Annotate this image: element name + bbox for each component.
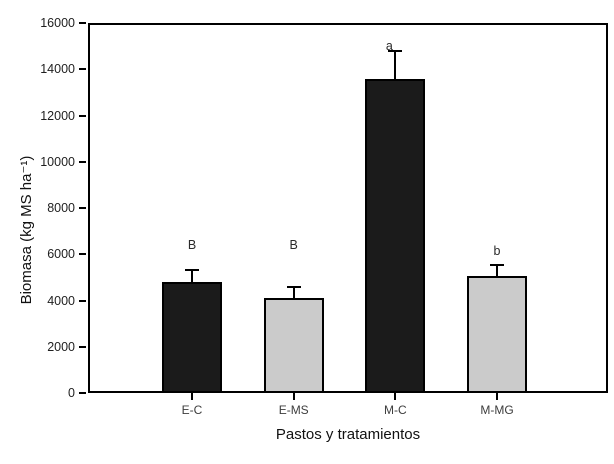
bar-E-MS: [263, 298, 324, 393]
x-tick-mark: [496, 393, 498, 400]
bar-M-C: [365, 78, 426, 393]
y-tick-mark: [79, 68, 86, 71]
y-axis-line: [88, 23, 90, 393]
x-tick-mark: [394, 393, 397, 400]
error-bar-cap: [286, 286, 301, 289]
y-tick-label: 2000: [47, 339, 75, 354]
x-axis-title: Pastos y tratamientos: [275, 426, 421, 443]
significance-letter: b: [493, 243, 501, 258]
x-tick-mark: [191, 393, 193, 400]
bar-M-MG: [467, 276, 527, 393]
error-bar-line: [191, 270, 193, 282]
y-tick-mark: [79, 253, 86, 256]
y-tick-mark: [79, 207, 86, 209]
error-bar-line: [394, 50, 397, 79]
y-axis-title: Biomasa (kg MS ha⁻¹): [18, 155, 35, 305]
x-tick-label-M-C: M-C: [383, 403, 407, 417]
y-tick-mark: [79, 299, 86, 302]
y-tick-label: 0: [68, 386, 75, 400]
y-tick-mark: [79, 392, 86, 394]
error-bar-cap: [185, 269, 199, 272]
y-tick-label: 6000: [47, 247, 75, 262]
plot-frame-top: [88, 23, 608, 25]
bar-E-C: [162, 282, 222, 393]
significance-letter: B: [187, 237, 197, 252]
y-tick-mark: [79, 160, 86, 163]
x-tick-mark: [292, 393, 295, 400]
y-tick-label: 14000: [40, 62, 75, 77]
y-tick-label: 12000: [40, 108, 75, 123]
error-bar-cap: [388, 49, 403, 52]
y-tick-label: 10000: [40, 154, 75, 169]
y-tick-label: 8000: [47, 201, 75, 215]
error-bar-line: [496, 264, 498, 277]
x-tick-label-E-MS: E-MS: [278, 403, 309, 417]
y-tick-label: 4000: [47, 293, 75, 308]
significance-letter: B: [289, 237, 298, 252]
y-tick-mark: [79, 22, 86, 24]
y-tick-mark: [79, 114, 86, 117]
significance-letter: a: [385, 39, 393, 54]
x-axis-line: [88, 391, 608, 393]
x-tick-label-M-MG: M-MG: [480, 403, 514, 417]
y-tick-mark: [79, 345, 86, 348]
y-tick-label: 16000: [40, 16, 75, 30]
error-bar-line: [292, 287, 295, 299]
plot-frame-right: [606, 23, 608, 393]
error-bar-cap: [490, 263, 504, 266]
x-tick-label-E-C: E-C: [181, 403, 203, 417]
plot-area: 0 2000 4000 6000 8000 10000 12000 14000 16000 B E-…: [40, 16, 608, 417]
